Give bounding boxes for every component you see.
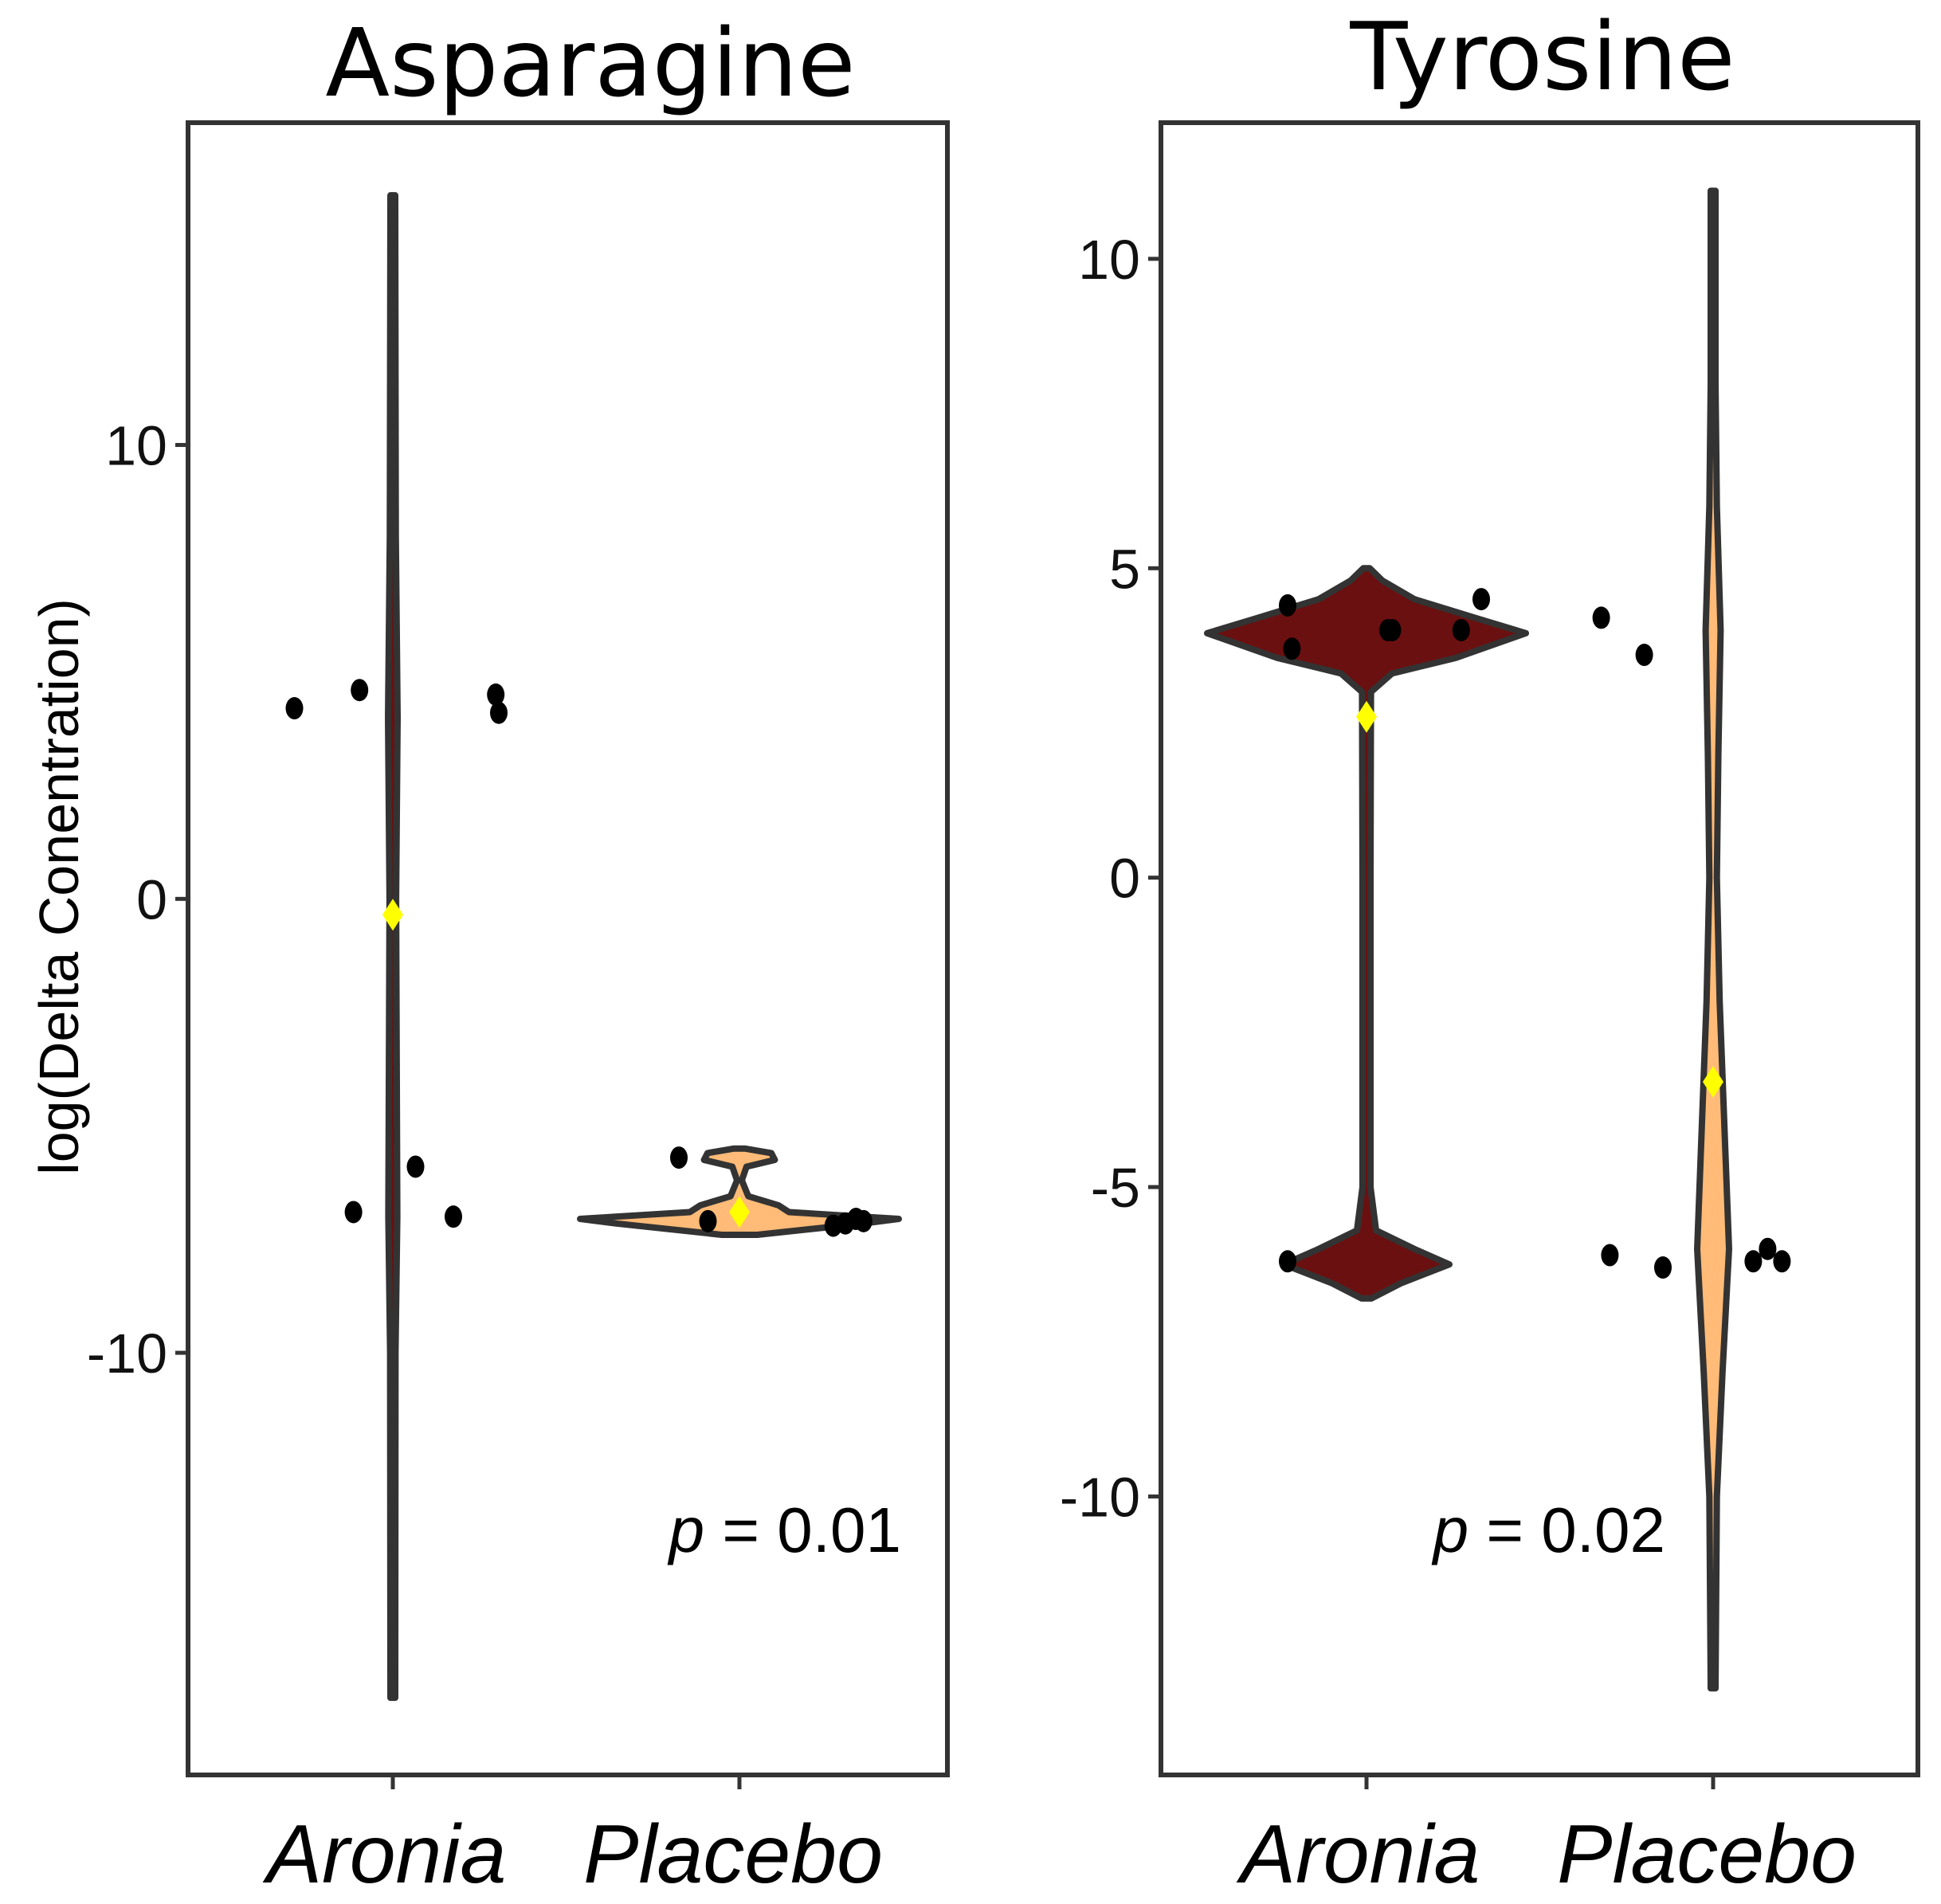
data-point	[490, 701, 508, 724]
p-symbol: p	[668, 1495, 705, 1565]
y-axis-label: log(Delta Conentration)	[28, 598, 90, 1175]
data-point	[1383, 618, 1402, 641]
tyrosine-panel: Tyrosine 10 5 0 -5 -10 Aronia Placebo p = 0.02	[1060, 2, 1920, 1901]
data-point	[344, 1201, 363, 1224]
y-tick-label: -10	[87, 1322, 167, 1385]
plot-frame	[186, 120, 950, 1777]
data-point	[1283, 637, 1301, 660]
mean-marker	[1703, 1066, 1723, 1099]
x-tick-label: Placebo	[583, 1808, 883, 1901]
y-tick-label: 10	[105, 415, 167, 477]
data-point	[406, 1155, 425, 1178]
data-point	[670, 1146, 688, 1169]
violin-aronia	[1204, 565, 1529, 1302]
mean-marker	[729, 1196, 750, 1228]
y-tick-label: -5	[1091, 1157, 1140, 1219]
data-point	[1773, 1250, 1791, 1273]
data-point	[445, 1205, 462, 1228]
data-point	[1592, 606, 1610, 629]
y-tick-label: 10	[1078, 229, 1140, 291]
data-point	[351, 679, 369, 702]
x-tick-label: Aronia	[1236, 1808, 1480, 1901]
x-tick-label: Placebo	[1557, 1808, 1857, 1901]
data-point	[1654, 1256, 1672, 1279]
data-point	[1472, 588, 1490, 611]
data-point	[1279, 1250, 1296, 1273]
data-point	[1279, 594, 1296, 617]
data-point	[285, 697, 304, 720]
asparagine-panel: Asparagine log(Delta Conentration) 10 0 -1…	[28, 8, 950, 1901]
p-symbol: p	[1432, 1495, 1469, 1565]
violin-aronia	[385, 192, 401, 1702]
asparagine-p-value: p = 0.01	[668, 1495, 901, 1565]
data-point	[1635, 644, 1653, 667]
asparagine-plot-area: 10 0 -10 Aronia Placebo	[87, 120, 950, 1901]
data-point	[1452, 618, 1470, 641]
y-tick-label: -10	[1060, 1466, 1140, 1528]
plot-frame	[1159, 120, 1920, 1777]
violin-placebo	[577, 1145, 902, 1238]
p-value-text: = 0.01	[704, 1495, 901, 1565]
data-point	[487, 683, 505, 706]
violin-placebo	[1694, 187, 1732, 1692]
tyrosine-plot-area: 10 5 0 -5 -10 Aronia Placebo	[1060, 120, 1920, 1901]
data-point	[1601, 1244, 1619, 1267]
mean-marker	[382, 899, 403, 931]
y-tick-label: 5	[1109, 538, 1140, 600]
y-tick-label: 0	[1109, 848, 1140, 910]
data-point	[854, 1209, 872, 1232]
data-point	[1744, 1250, 1763, 1273]
x-tick-label: Aronia	[262, 1808, 507, 1901]
y-tick-label: 0	[136, 868, 167, 930]
tyrosine-p-value: p = 0.02	[1432, 1495, 1665, 1565]
data-point	[699, 1209, 717, 1232]
mean-marker	[1356, 700, 1377, 733]
tyrosine-title: Tyrosine	[1349, 2, 1735, 112]
asparagine-title: Asparagine	[325, 8, 855, 118]
data-point	[1759, 1237, 1777, 1260]
p-value-text: = 0.02	[1468, 1495, 1665, 1565]
